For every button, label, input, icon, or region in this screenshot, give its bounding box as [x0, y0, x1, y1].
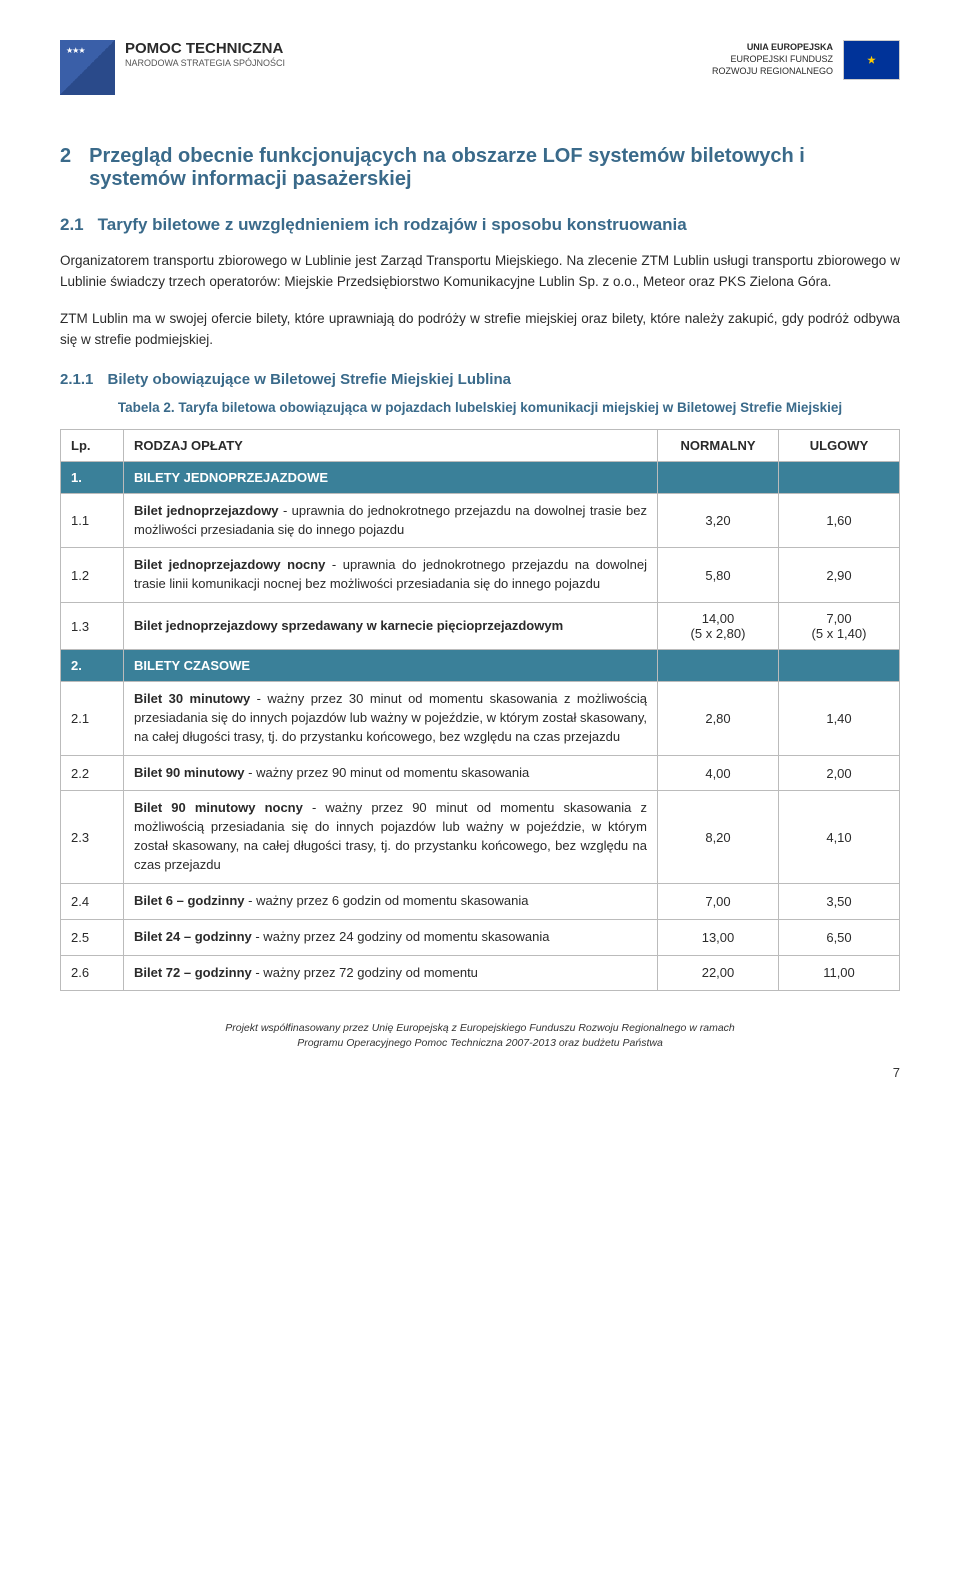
row-reduced: 2,00 [779, 755, 900, 791]
logo-left-title: POMOC TECHNICZNA [125, 40, 285, 57]
h3-text: Bilety obowiązujące w Biletowej Strefie … [108, 371, 511, 388]
row-reduced: 1,60 [779, 493, 900, 548]
table-body: 1.BILETY JEDNOPRZEJAZDOWE1.1Bilet jednop… [61, 461, 900, 991]
header-logos: POMOC TECHNICZNA NARODOWA STRATEGIA SPÓJ… [60, 40, 900, 95]
table-row: 1.1Bilet jednoprzejazdowy - uprawnia do … [61, 493, 900, 548]
heading-level-3: 2.1.1 Bilety obowiązujące w Biletowej St… [60, 371, 900, 388]
logo-left-text: POMOC TECHNICZNA NARODOWA STRATEGIA SPÓJ… [125, 40, 285, 68]
section-blank [779, 461, 900, 493]
table-row: 1.3Bilet jednoprzejazdowy sprzedawany w … [61, 603, 900, 650]
row-normal: 22,00 [658, 955, 779, 991]
row-lp: 2.5 [61, 919, 124, 955]
row-desc: Bilet 24 – godzinny - ważny przez 24 god… [124, 919, 658, 955]
row-lp: 1.3 [61, 603, 124, 650]
table-caption: Tabela 2. Taryfa biletowa obowiązująca w… [60, 400, 900, 415]
row-reduced: 1,40 [779, 682, 900, 756]
logo-right-line3: ROZWOJU REGIONALNEGO [712, 66, 833, 78]
row-reduced: 7,00 (5 x 1,40) [779, 603, 900, 650]
eu-flag-icon: ⋆ [843, 40, 900, 80]
row-desc: Bilet 90 minutowy - ważny przez 90 minut… [124, 755, 658, 791]
footer-line-2: Programu Operacyjnego Pomoc Techniczna 2… [60, 1036, 900, 1051]
table-row: 2.4Bilet 6 – godzinny - ważny przez 6 go… [61, 883, 900, 919]
table-section-row: 2.BILETY CZASOWE [61, 650, 900, 682]
table-row: 2.3Bilet 90 minutowy nocny - ważny przez… [61, 791, 900, 883]
heading-level-1: 2 Przegląd obecnie funkcjonujących na ob… [60, 145, 900, 191]
row-lp: 2.6 [61, 955, 124, 991]
row-lp: 2.4 [61, 883, 124, 919]
paragraph-2: ZTM Lublin ma w swojej ofercie bilety, k… [60, 309, 900, 351]
logo-left: POMOC TECHNICZNA NARODOWA STRATEGIA SPÓJ… [60, 40, 285, 95]
table-row: 2.6Bilet 72 – godzinny - ważny przez 72 … [61, 955, 900, 991]
logo-right-line1: UNIA EUROPEJSKA [712, 42, 833, 54]
page-number: 7 [60, 1065, 900, 1080]
row-lp: 1.2 [61, 548, 124, 603]
row-desc: Bilet 90 minutowy nocny - ważny przez 90… [124, 791, 658, 883]
section-blank [658, 461, 779, 493]
col-reduced: ULGOWY [779, 429, 900, 461]
row-desc: Bilet 6 – godzinny - ważny przez 6 godzi… [124, 883, 658, 919]
row-reduced: 11,00 [779, 955, 900, 991]
section-lp: 1. [61, 461, 124, 493]
table-row: 2.1Bilet 30 minutowy - ważny przez 30 mi… [61, 682, 900, 756]
row-normal: 5,80 [658, 548, 779, 603]
row-desc: Bilet jednoprzejazdowy - uprawnia do jed… [124, 493, 658, 548]
table-section-row: 1.BILETY JEDNOPRZEJAZDOWE [61, 461, 900, 493]
section-blank [658, 650, 779, 682]
col-lp: Lp. [61, 429, 124, 461]
row-normal: 14,00 (5 x 2,80) [658, 603, 779, 650]
h2-number: 2.1 [60, 215, 84, 235]
h2-text: Taryfy biletowe z uwzględnieniem ich rod… [98, 215, 900, 235]
section-title: BILETY JEDNOPRZEJAZDOWE [124, 461, 658, 493]
section-blank [779, 650, 900, 682]
tariff-table: Lp. RODZAJ OPŁATY NORMALNY ULGOWY 1.BILE… [60, 429, 900, 992]
h1-number: 2 [60, 145, 71, 191]
row-normal: 3,20 [658, 493, 779, 548]
page-container: POMOC TECHNICZNA NARODOWA STRATEGIA SPÓJ… [0, 0, 960, 1110]
paragraph-1: Organizatorem transportu zbiorowego w Lu… [60, 251, 900, 293]
row-reduced: 2,90 [779, 548, 900, 603]
row-normal: 2,80 [658, 682, 779, 756]
table-row: 1.2Bilet jednoprzejazdowy nocny - uprawn… [61, 548, 900, 603]
logo-right-text: UNIA EUROPEJSKA EUROPEJSKI FUNDUSZ ROZWO… [712, 42, 833, 77]
pomoc-techniczna-icon [60, 40, 115, 95]
col-desc: RODZAJ OPŁATY [124, 429, 658, 461]
row-lp: 1.1 [61, 493, 124, 548]
logo-right: UNIA EUROPEJSKA EUROPEJSKI FUNDUSZ ROZWO… [712, 40, 900, 80]
footer: Projekt współfinasowany przez Unię Europ… [60, 1021, 900, 1050]
row-lp: 2.3 [61, 791, 124, 883]
section-title: BILETY CZASOWE [124, 650, 658, 682]
h1-text: Przegląd obecnie funkcjonujących na obsz… [89, 145, 900, 191]
table-row: 2.5Bilet 24 – godzinny - ważny przez 24 … [61, 919, 900, 955]
h3-number: 2.1.1 [60, 371, 93, 388]
row-normal: 7,00 [658, 883, 779, 919]
logo-left-subtitle: NARODOWA STRATEGIA SPÓJNOŚCI [125, 58, 285, 68]
section-lp: 2. [61, 650, 124, 682]
row-normal: 13,00 [658, 919, 779, 955]
row-desc: Bilet jednoprzejazdowy sprzedawany w kar… [124, 603, 658, 650]
row-reduced: 6,50 [779, 919, 900, 955]
table-row: 2.2Bilet 90 minutowy - ważny przez 90 mi… [61, 755, 900, 791]
row-desc: Bilet jednoprzejazdowy nocny - uprawnia … [124, 548, 658, 603]
row-reduced: 3,50 [779, 883, 900, 919]
row-reduced: 4,10 [779, 791, 900, 883]
row-normal: 8,20 [658, 791, 779, 883]
footer-line-1: Projekt współfinasowany przez Unię Europ… [60, 1021, 900, 1036]
row-desc: Bilet 30 minutowy - ważny przez 30 minut… [124, 682, 658, 756]
row-lp: 2.1 [61, 682, 124, 756]
logo-right-line2: EUROPEJSKI FUNDUSZ [712, 54, 833, 66]
table-header-row: Lp. RODZAJ OPŁATY NORMALNY ULGOWY [61, 429, 900, 461]
row-normal: 4,00 [658, 755, 779, 791]
col-normal: NORMALNY [658, 429, 779, 461]
heading-level-2: 2.1 Taryfy biletowe z uwzględnieniem ich… [60, 215, 900, 235]
row-lp: 2.2 [61, 755, 124, 791]
row-desc: Bilet 72 – godzinny - ważny przez 72 god… [124, 955, 658, 991]
